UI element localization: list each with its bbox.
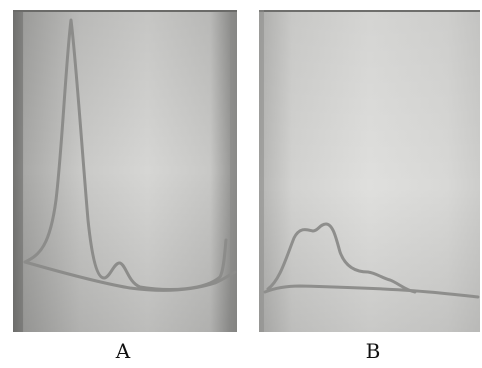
- panel-a-photo: [13, 10, 237, 332]
- panel-a-label: A: [115, 339, 131, 363]
- panel-a-left-edge: [13, 10, 23, 332]
- panel-a-peak-trace: [23, 18, 228, 292]
- panel-a-right-edge: [230, 10, 237, 332]
- panel-b-baseline-trace: [263, 284, 480, 299]
- panel-b-peak-trace: [266, 222, 417, 294]
- panel-b-label: B: [365, 339, 381, 363]
- panel-b-shade: [259, 10, 480, 332]
- panel-b-photo: [259, 10, 480, 332]
- panel-a-shade: [13, 10, 237, 332]
- panel-b-left-edge: [259, 10, 264, 332]
